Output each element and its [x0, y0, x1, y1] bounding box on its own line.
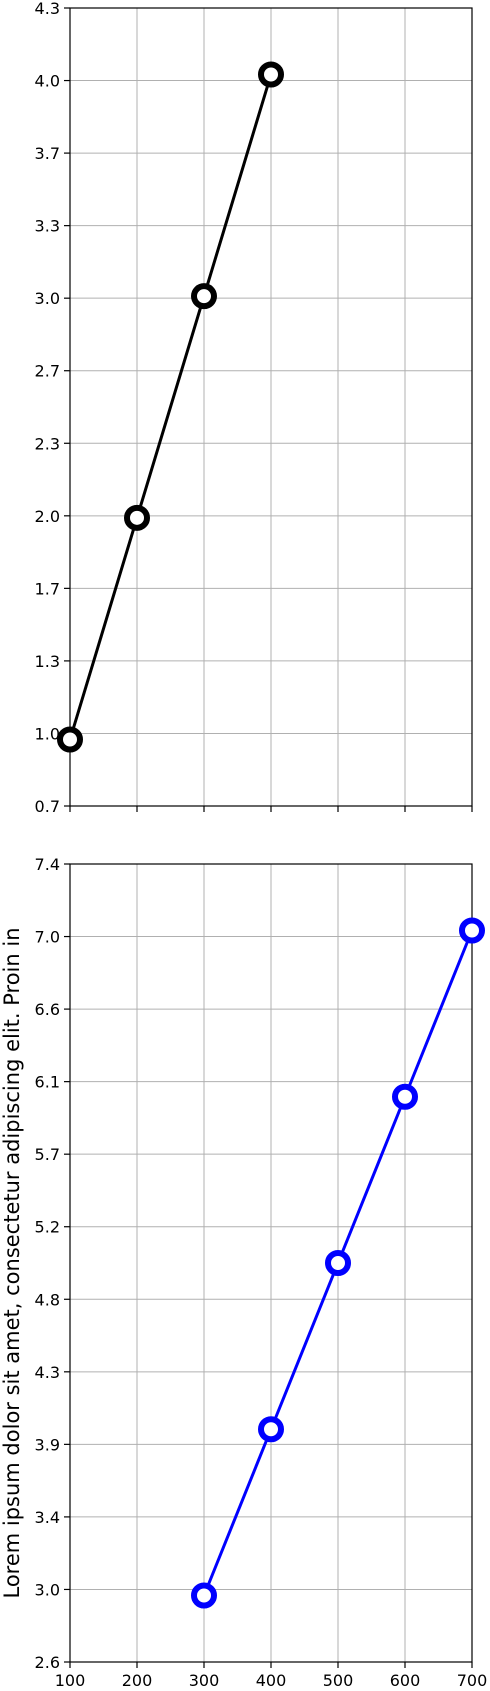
y-tick-label: 0.7: [35, 797, 60, 816]
chart-panel-2: 100 200 300 400 500 600 700 2.6 3.0 3.4 3.9 4.3 4.8 5…: [0, 855, 487, 1690]
x-tick-label: 600: [390, 1671, 421, 1690]
y-tick-label: 5.2: [35, 1218, 60, 1237]
plot-frame: [69, 7, 473, 807]
y-tick-label: 2.3: [35, 434, 60, 453]
y-tick-label: 3.0: [35, 289, 60, 308]
data-point-marker: [325, 1250, 351, 1276]
data-point-marker: [57, 726, 83, 753]
data-point-marker: [191, 1582, 217, 1609]
y-tick-label: 3.7: [35, 144, 60, 163]
x-tick-label: 400: [256, 1671, 287, 1690]
y-tick-label: 7.4: [35, 855, 60, 874]
y-tick-label: 4.3: [35, 0, 60, 18]
y-tick-label: 3.0: [35, 1580, 60, 1599]
y-axis-label: Lorem ipsum dolor sit amet, consectetur …: [0, 927, 24, 1598]
y-tick-label: 3.9: [35, 1435, 60, 1454]
data-point-marker: [191, 283, 217, 310]
x-tick-label: 300: [189, 1671, 220, 1690]
y-tick-label: 2.7: [35, 362, 60, 381]
y-tick-label: 1.3: [35, 652, 60, 671]
y-tick-label: 4.0: [35, 72, 60, 91]
x-tick-label: 100: [55, 1671, 86, 1690]
data-point-marker: [124, 504, 150, 531]
y-tick-label: 7.0: [35, 928, 60, 947]
data-point-marker: [392, 1083, 418, 1110]
y-tick-label: 6.6: [35, 1000, 60, 1019]
y-tick-label: 3.4: [35, 1508, 60, 1527]
chart-panel-1: 0.7 1.0 1.3 1.7 2.0 2.3 2.7 3.0 3.3 3.7 4.0 4.3: [35, 0, 473, 816]
plot-frame: [69, 863, 473, 1663]
x-tick-label: 700: [457, 1671, 488, 1690]
y-tick-label: 6.1: [35, 1073, 60, 1092]
y-tick-label: 2.6: [35, 1653, 60, 1672]
series-line: [68, 74, 273, 740]
y-tick-label: 1.7: [35, 579, 60, 598]
data-point-marker: [258, 1416, 284, 1443]
y-tick-label: 1.0: [35, 724, 60, 743]
data-point-marker: [258, 61, 284, 88]
y-tick-label: 4.3: [35, 1363, 60, 1382]
x-tick-label: 500: [323, 1671, 354, 1690]
y-tick-label: 5.7: [35, 1145, 60, 1164]
data-point-marker: [459, 917, 485, 944]
y-tick-label: 3.3: [35, 217, 60, 236]
y-tick-label: 4.8: [35, 1290, 60, 1309]
x-tick-label: 200: [122, 1671, 153, 1690]
y-tick-label: 2.0: [35, 507, 60, 526]
